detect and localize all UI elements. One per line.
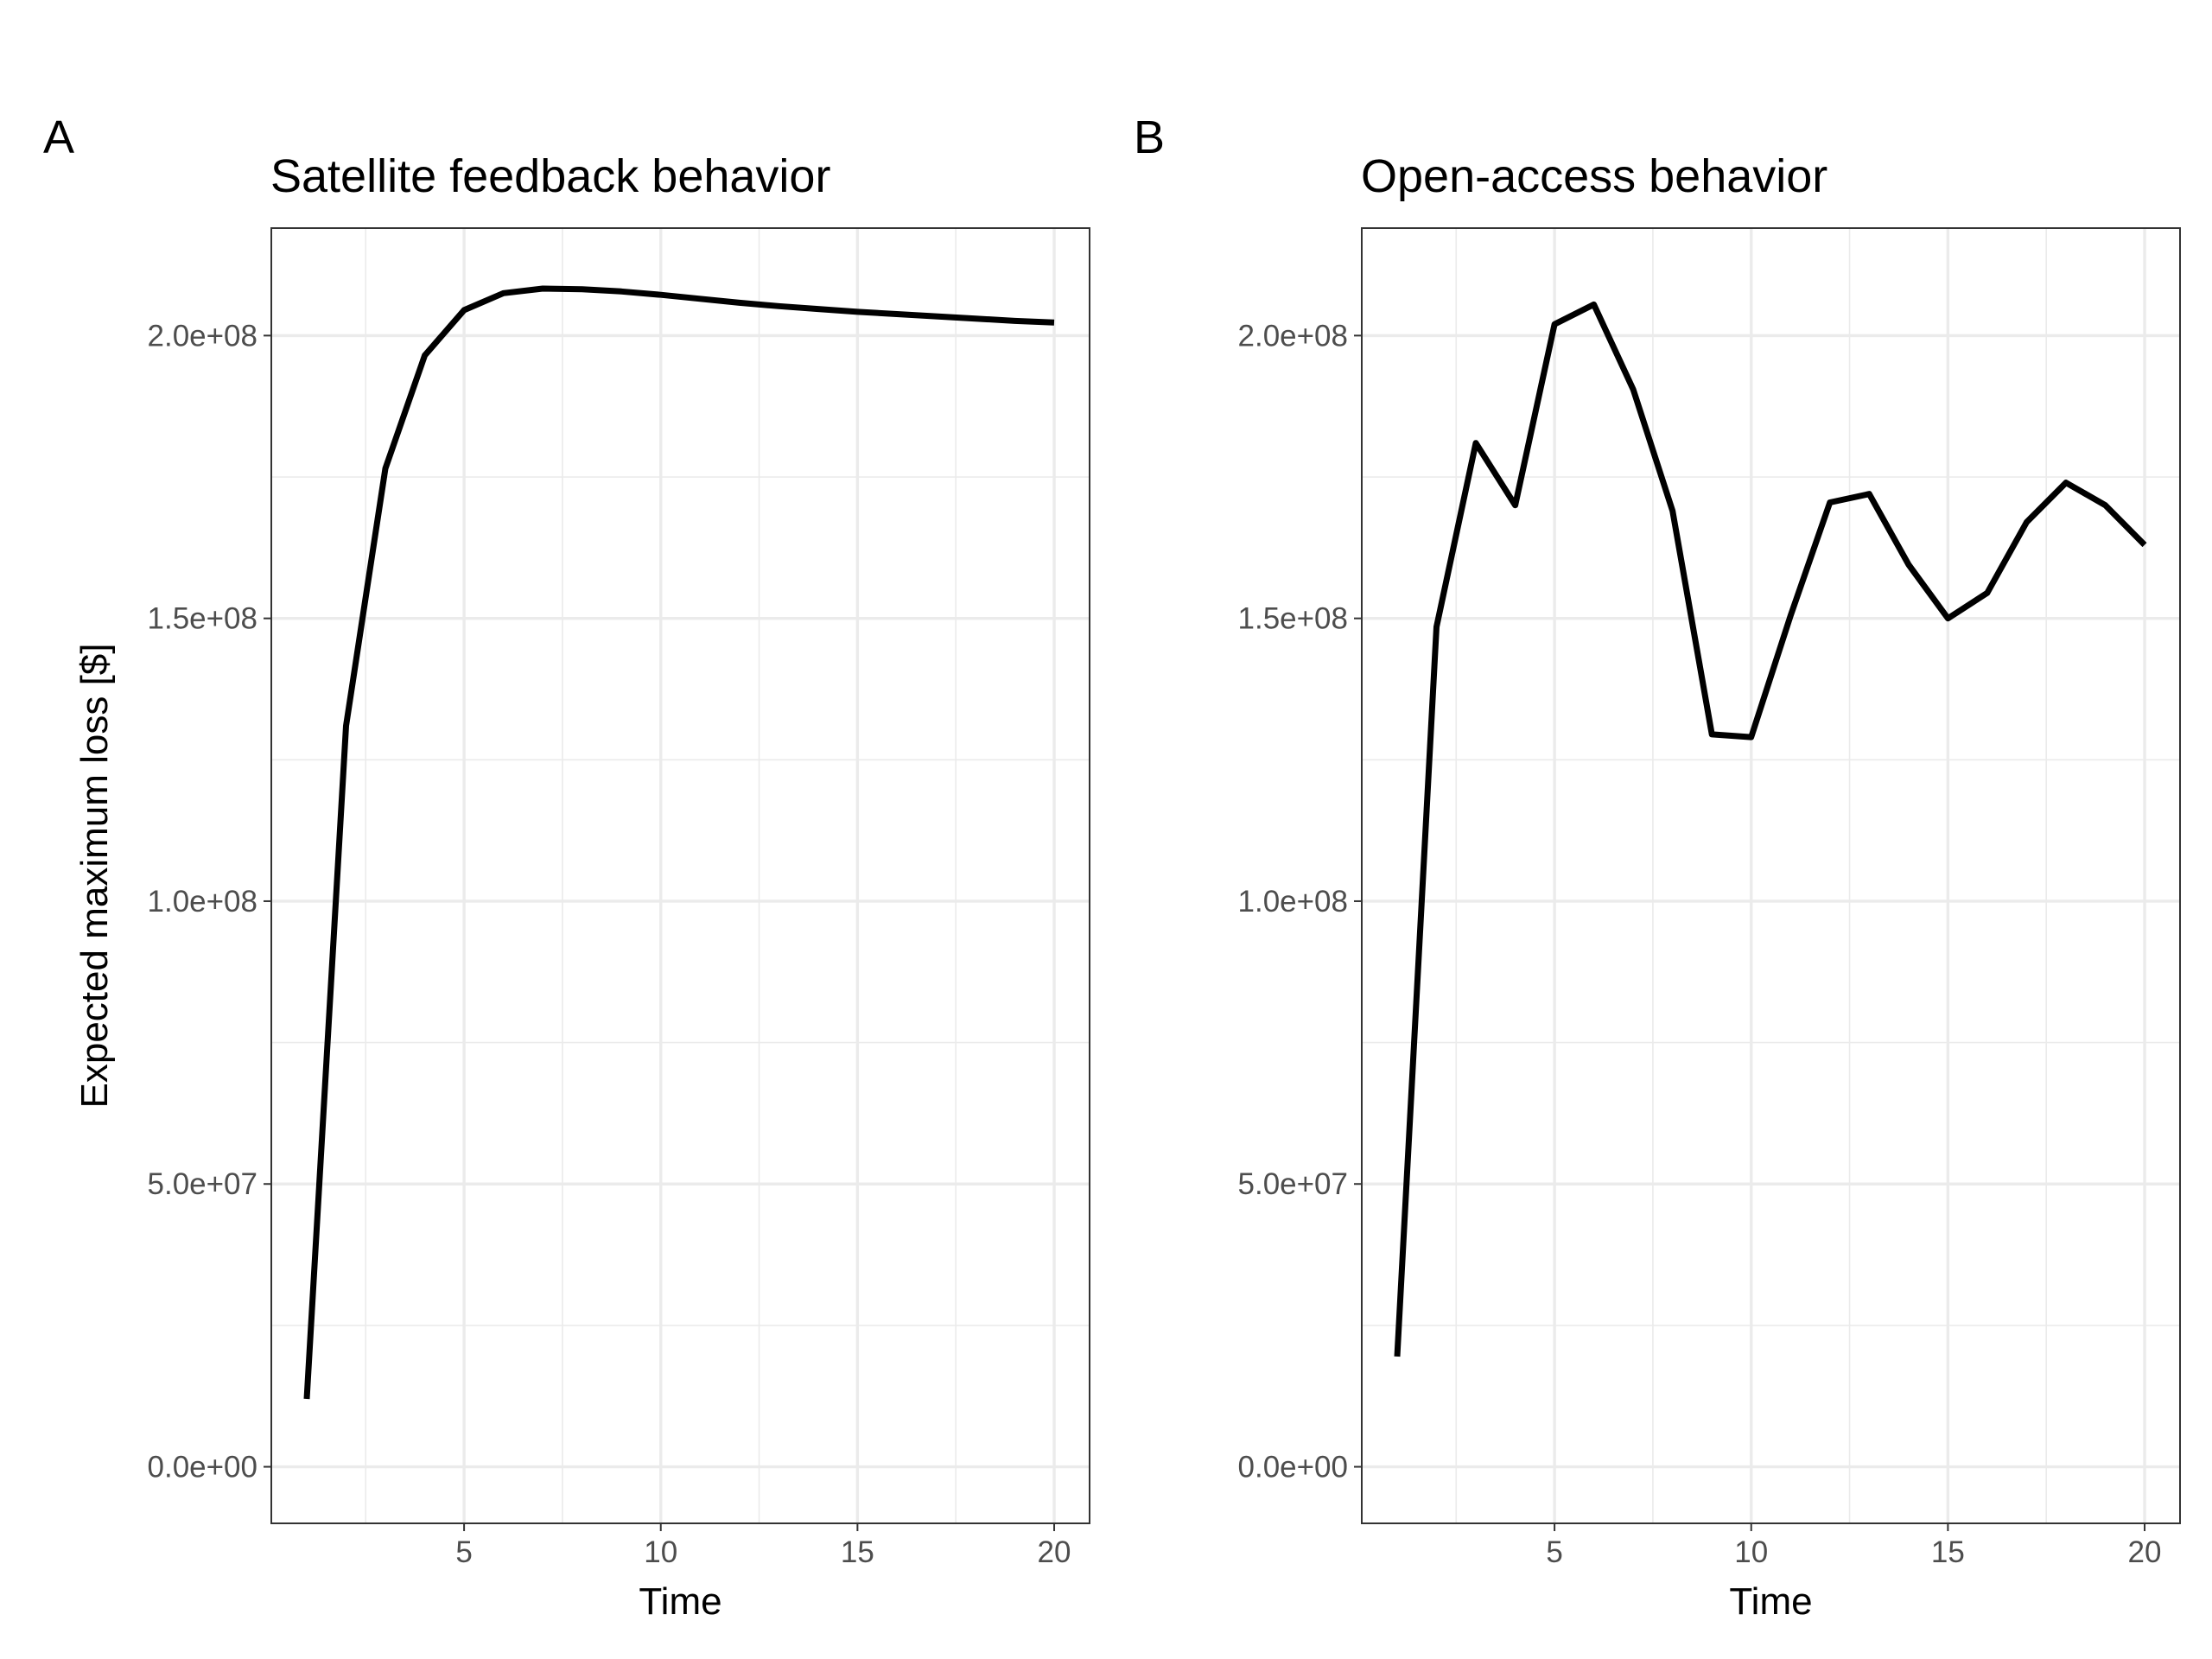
data-point (461, 307, 467, 313)
panel-tag: A (43, 111, 74, 163)
y-axis: 0.0e+00 5.0e+07 1.0e+08 1.5e+08 2.0e+08 (148, 319, 271, 1484)
data-point (579, 286, 585, 292)
y-tick-label: 2.0e+08 (148, 319, 258, 353)
data-point (1395, 1353, 1401, 1359)
x-tick-label: 10 (1734, 1535, 1768, 1569)
data-point (304, 1396, 310, 1402)
y-axis: 0.0e+00 5.0e+07 1.0e+08 1.5e+08 2.0e+08 (1238, 319, 1362, 1484)
data-point (540, 286, 546, 292)
data-point (1591, 302, 1597, 308)
data-point (815, 306, 821, 312)
x-tick-label: 10 (644, 1535, 677, 1569)
x-axis: 5 10 15 20 (1546, 1523, 2161, 1569)
data-point (1433, 624, 1440, 630)
data-point (500, 290, 506, 296)
x-axis: 5 10 15 20 (455, 1523, 1071, 1569)
x-tick-label: 15 (841, 1535, 874, 1569)
x-axis-label: Time (1729, 1580, 1812, 1623)
x-tick-label: 5 (455, 1535, 472, 1569)
x-tick-label: 20 (2128, 1535, 2162, 1569)
y-tick-label: 1.5e+08 (148, 602, 258, 636)
data-point (1945, 615, 1951, 621)
x-tick-label: 20 (1038, 1535, 1071, 1569)
panel-tag: B (1134, 111, 1165, 163)
data-point (736, 300, 742, 306)
panel-border (1361, 227, 2181, 1524)
data-point (1984, 590, 1990, 596)
x-tick-label: 5 (1546, 1535, 1562, 1569)
data-point (893, 311, 899, 317)
y-axis-label: Expected maximum loss [$] (73, 644, 116, 1109)
y-tick-label: 1.0e+08 (148, 885, 258, 918)
data-point (658, 292, 664, 298)
data-point (1669, 508, 1675, 514)
data-point (2063, 480, 2069, 486)
y-tick-label: 1.0e+08 (1238, 885, 1349, 918)
data-point (933, 314, 939, 320)
data-point (1905, 562, 1911, 568)
panel-a: 5 10 15 20 0.0e+00 5.0e+07 1.0e+08 1.5e+08 2.0e+… (43, 111, 1090, 1623)
data-point (422, 353, 428, 359)
data-point (343, 723, 349, 729)
x-axis-label: Time (639, 1580, 721, 1623)
data-point (776, 303, 782, 309)
series-line (303, 285, 1055, 1400)
grid (1362, 228, 2180, 1523)
panel-b: 5 10 15 20 0.0e+00 5.0e+07 1.0e+08 1.5e+08 2.0e+… (1134, 111, 2181, 1623)
data-point (1866, 491, 1872, 497)
y-tick-label: 0.0e+00 (148, 1451, 258, 1484)
data-point (697, 296, 703, 302)
data-point (383, 466, 389, 472)
data-point (1552, 321, 1558, 327)
data-point (1012, 318, 1018, 324)
data-point (2024, 519, 2030, 525)
data-point (1827, 499, 1833, 505)
panel-title: Open-access behavior (1361, 150, 1827, 202)
plot-background (271, 228, 1090, 1523)
data-point (1788, 613, 1794, 619)
plot-background (1362, 228, 2180, 1523)
data-point (1748, 734, 1754, 741)
data-point (1630, 386, 1637, 392)
y-tick-label: 1.5e+08 (1238, 602, 1349, 636)
grid (271, 228, 1090, 1523)
data-point (855, 308, 861, 315)
panel-title: Satellite feedback behavior (270, 150, 830, 202)
data-point (2102, 502, 2108, 508)
series-line (1394, 301, 2147, 1357)
y-tick-label: 5.0e+07 (1238, 1167, 1349, 1201)
data-point (1709, 731, 1715, 737)
y-tick-label: 5.0e+07 (148, 1167, 258, 1201)
data-point (1052, 320, 1058, 326)
data-point (2142, 542, 2148, 548)
data-point (1473, 440, 1479, 446)
y-tick-label: 2.0e+08 (1238, 319, 1349, 353)
y-tick-label: 0.0e+00 (1238, 1451, 1349, 1484)
data-point (1512, 502, 1518, 508)
data-point (619, 289, 625, 295)
panel-border (270, 227, 1090, 1524)
data-point (973, 315, 979, 321)
x-tick-label: 15 (1931, 1535, 1965, 1569)
